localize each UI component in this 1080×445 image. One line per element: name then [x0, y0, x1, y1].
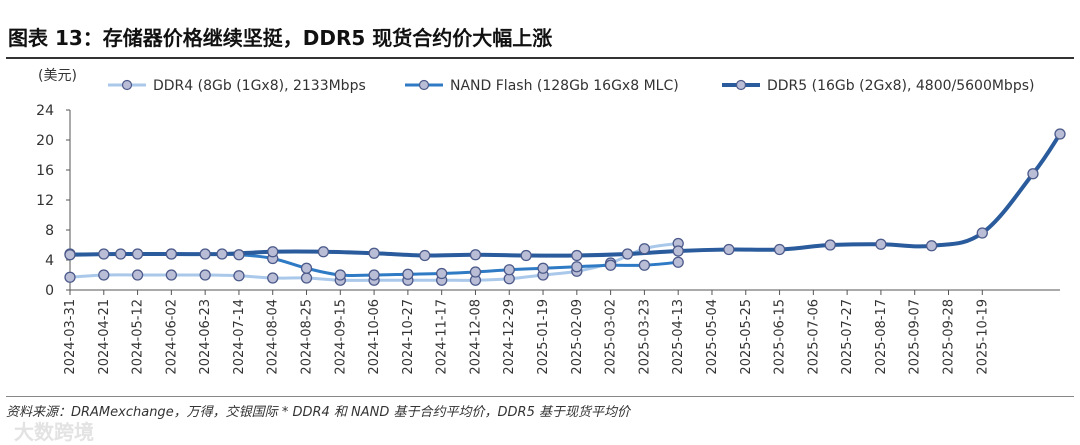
legend-label-1: NAND Flash (128Gb 16Gx8 MLC): [450, 78, 679, 94]
x-tick-label: 2024-08-25: [300, 299, 315, 375]
series-1-point: [131, 248, 144, 260]
x-tick-label: 2024-10-06: [367, 299, 382, 375]
series-2-point: [165, 248, 178, 260]
y-tick-label: 24: [36, 103, 54, 119]
y-tick-label: 4: [45, 253, 54, 269]
series-1-point: [368, 269, 380, 281]
x-tick-label: 2025-09-28: [941, 299, 956, 375]
series-1-point: [537, 262, 549, 274]
x-tick-label: 2025-06-15: [773, 299, 788, 375]
x-tick-label: 2025-05-04: [705, 299, 720, 375]
series-1-point: [98, 248, 110, 260]
series-1-point: [469, 266, 482, 278]
watermark: 大数跨境: [14, 420, 94, 444]
series-0-point: [199, 269, 211, 281]
y-unit-label: (美元): [38, 68, 77, 84]
x-tick-label: 2024-06-02: [164, 299, 179, 375]
x-tick-label: 2025-10-19: [975, 299, 990, 375]
y-tick-label: 12: [36, 193, 54, 209]
series-0-point: [300, 272, 313, 284]
x-tick-label: 2024-05-12: [131, 299, 146, 375]
x-tick-label: 2025-03-23: [637, 299, 652, 375]
series-2-point: [976, 227, 988, 239]
series-1-point: [604, 259, 617, 271]
x-tick-label: 2025-02-09: [570, 299, 585, 375]
x-tick-label: 2025-09-07: [908, 299, 923, 375]
series-2-point: [824, 239, 836, 251]
series-2-point: [925, 240, 938, 252]
series-1-point: [672, 256, 684, 268]
series-2-point: [64, 249, 76, 261]
x-tick-label: 2025-05-25: [739, 299, 754, 375]
series-2-point: [875, 238, 887, 250]
series-1-point: [300, 262, 313, 274]
series-2-point: [1027, 168, 1039, 180]
series-2-point: [520, 249, 532, 262]
x-tick-label: 2025-01-19: [536, 299, 551, 375]
series-2-point: [469, 249, 482, 261]
series-2-point: [723, 243, 735, 256]
series-0-point: [98, 269, 110, 281]
series-1-point: [503, 264, 515, 276]
series-2-point: [267, 246, 279, 258]
legend-marker-0: [121, 79, 133, 91]
y-tick-label: 8: [45, 223, 54, 239]
x-tick-label: 2024-04-21: [97, 299, 112, 375]
series-1-point: [199, 248, 211, 260]
series-0-point: [638, 243, 651, 255]
series-2-point: [216, 248, 228, 260]
x-tick-label: 2025-07-27: [840, 299, 855, 375]
series-0-point: [131, 269, 144, 281]
series-1-point: [334, 269, 346, 281]
legend-marker-1: [418, 79, 430, 91]
legend-label-0: DDR4 (8Gb (1Gx8), 2133Mbps: [153, 78, 366, 94]
chart-series: [64, 128, 1066, 286]
y-tick-label: 16: [36, 163, 54, 179]
series-2-point: [115, 248, 127, 260]
title-divider: [6, 57, 1074, 59]
x-tick-label: 2024-10-27: [401, 299, 416, 375]
series-1-point: [402, 268, 414, 280]
series-2-point: [317, 246, 330, 258]
series-1-point: [571, 261, 583, 273]
x-tick-label: 2024-11-17: [435, 299, 450, 375]
x-tick-label: 2025-03-02: [604, 299, 619, 375]
series-line-2: [68, 132, 1062, 258]
x-tick-label: 2024-03-31: [63, 299, 78, 375]
x-tick-label: 2025-07-06: [806, 299, 821, 375]
chart-legend: DDR4 (8Gb (1Gx8), 2133Mbps NAND Flash (12…: [108, 78, 1034, 94]
series-1-point: [638, 259, 651, 271]
x-tick-label: 2025-08-17: [874, 299, 889, 375]
legend-marker-2: [735, 79, 747, 91]
series-0-point: [165, 269, 178, 281]
x-tick-label: 2024-08-04: [266, 299, 281, 375]
source-divider: [6, 396, 1074, 397]
chart-axes: (美元) 0 4 8 12 16 20 24 2024-03-31 2024-04-21 2024-…: [36, 68, 1060, 375]
series-0-point: [64, 271, 76, 283]
y-tick-label: 0: [45, 283, 54, 299]
series-2-point: [368, 247, 380, 259]
x-tick-label: 2024-09-15: [333, 299, 348, 375]
x-tick-label: 2024-06-23: [198, 299, 213, 375]
series-2-point: [1054, 128, 1066, 140]
legend-label-2: DDR5 (16Gb (2Gx8), 4800/5600Mbps): [767, 78, 1034, 94]
series-2-point: [773, 243, 786, 256]
page-title: 图表 13：存储器价格继续坚挺，DDR5 现货合约价大幅上涨: [8, 26, 553, 50]
series-0-point: [267, 272, 279, 284]
x-tick-label: 2024-12-08: [468, 299, 483, 375]
x-tick-label: 2024-07-14: [232, 299, 247, 375]
series-2-point: [672, 245, 684, 257]
x-tick-label: 2024-12-29: [502, 299, 517, 375]
series-2-point: [621, 248, 634, 260]
y-tick-label: 20: [36, 133, 54, 149]
x-tick-label: 2025-04-13: [671, 299, 686, 375]
series-2-point: [419, 249, 431, 262]
series-1-point: [436, 267, 448, 280]
series-2-point: [571, 249, 583, 262]
chart-canvas: (美元) 0 4 8 12 16 20 24 2024-03-31 2024-04-21 2024-…: [36, 68, 1066, 375]
series-1-point: [233, 249, 245, 261]
series-0-point: [233, 270, 245, 282]
source-note: 资料来源：DRAMexchange，万得，交银国际 * DDR4 和 NAND …: [6, 405, 630, 420]
